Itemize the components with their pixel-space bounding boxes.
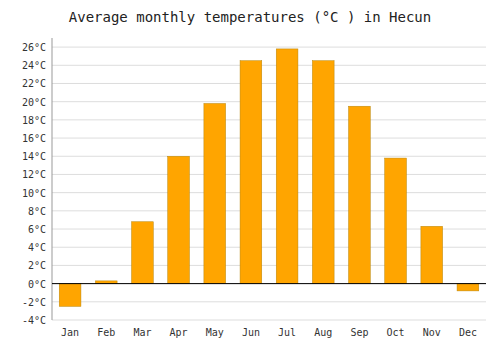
y-tick-label: 8°C [28,206,46,217]
baseline [52,283,486,284]
y-tick-label: 20°C [22,97,46,108]
y-tick-label: 6°C [28,224,46,235]
x-tick-label: Feb [97,327,115,338]
bars [59,49,479,306]
grid-line [52,47,486,48]
x-tick-label: Nov [423,327,441,338]
x-tick-label: Dec [459,327,477,338]
grid-line [52,320,486,321]
y-tick-label: 10°C [22,188,46,199]
x-tick-label: Jun [242,327,260,338]
bar [59,284,81,307]
x-tick-label: Mar [133,327,151,338]
y-tick-label: 24°C [22,60,46,71]
y-tick-label: 0°C [28,279,46,290]
bar [204,103,226,283]
x-tick-label: Sep [350,327,368,338]
grid-line [52,283,486,284]
grid-line [52,156,486,157]
y-axis-line [52,38,53,320]
bar [349,106,371,283]
grid-line [52,119,486,120]
grid-line [52,174,486,175]
y-tick-label: 14°C [22,151,46,162]
y-tick-label: -2°C [22,297,46,308]
grid-line [52,138,486,139]
grid-line [52,101,486,102]
bar [421,226,443,283]
bar [168,156,190,283]
grid-line [52,210,486,211]
y-tick-label: 18°C [22,115,46,126]
bar [132,222,154,284]
x-tick-label: Oct [387,327,405,338]
y-tick-label: -4°C [22,315,46,326]
grid-line [52,83,486,84]
bar [385,158,407,284]
y-tick-label: 2°C [28,260,46,271]
y-tick-label: 26°C [22,42,46,53]
bar [240,61,262,284]
y-tick-label: 22°C [22,78,46,89]
x-tick-label: Jan [61,327,79,338]
x-tick-label: May [206,327,224,338]
y-tick-label: 4°C [28,242,46,253]
grid [52,47,486,320]
grid-line [52,65,486,66]
title: Average monthly temperatures (°C ) in He… [69,9,431,25]
x-tick-label: Aug [314,327,332,338]
bar [276,49,298,284]
chart: Average monthly temperatures (°C ) in He… [0,0,500,350]
bar [457,284,479,291]
y-tick-label: 12°C [22,169,46,180]
bar [312,61,334,284]
grid-line [52,192,486,193]
grid-line [52,301,486,302]
x-tick-label: Apr [170,327,188,338]
y-tick-label: 16°C [22,133,46,144]
x-tick-label: Jul [278,327,296,338]
